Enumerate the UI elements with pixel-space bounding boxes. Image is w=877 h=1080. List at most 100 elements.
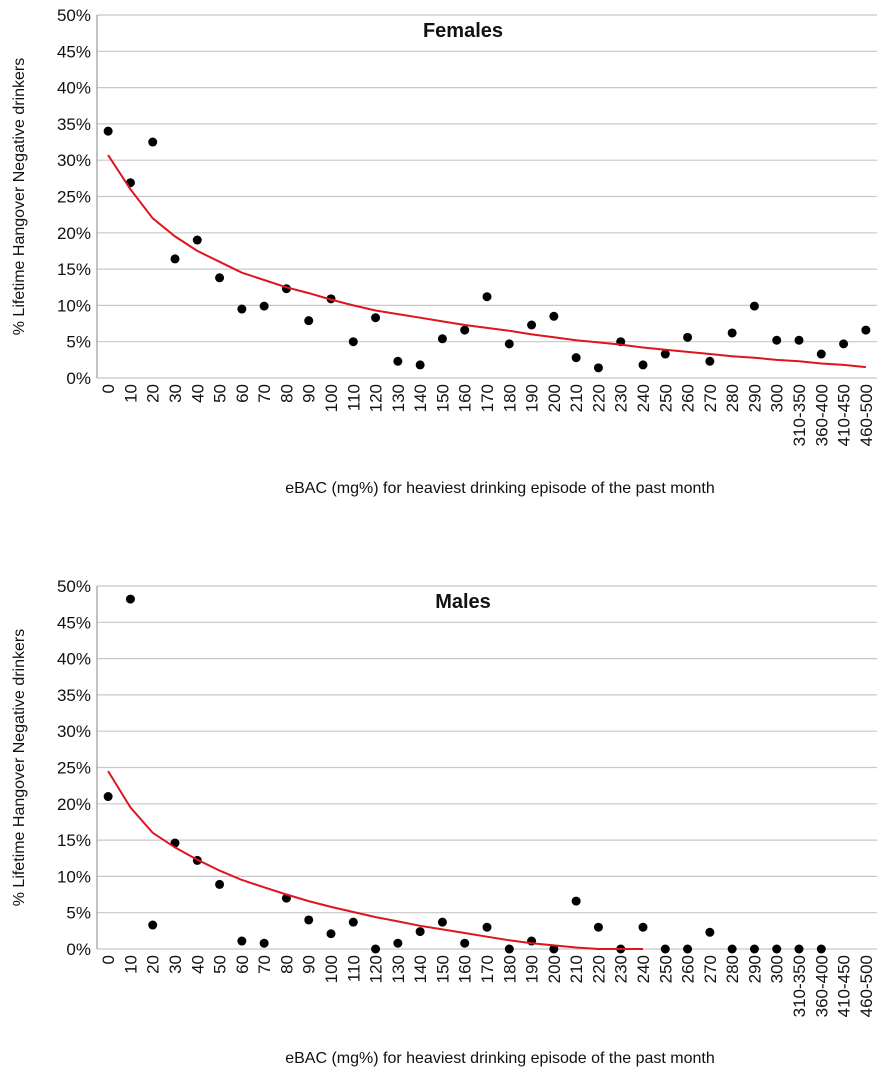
- x-tick-label: 290: [745, 384, 764, 412]
- x-tick-label: 150: [433, 955, 452, 983]
- x-tick-label: 230: [612, 384, 631, 412]
- data-point: [660, 349, 670, 359]
- data-point: [371, 944, 381, 954]
- x-tick-label: 290: [745, 955, 764, 983]
- x-tick-label: 310-350: [790, 955, 809, 1017]
- x-tick-label: 130: [389, 384, 408, 412]
- trend-line: [107, 770, 643, 950]
- y-tick-label: 10%: [57, 867, 91, 886]
- y-tick-label: 25%: [57, 759, 91, 778]
- y-tick-label: 25%: [57, 188, 91, 207]
- x-tick-label: 190: [523, 955, 542, 983]
- y-tick-label: 20%: [57, 224, 91, 243]
- x-tick-label: 120: [367, 955, 386, 983]
- x-tick-label: 70: [255, 384, 274, 403]
- data-point: [103, 126, 113, 136]
- y-tick-label: 45%: [57, 613, 91, 632]
- x-tick-label: 90: [300, 955, 319, 974]
- x-tick-label: 10: [121, 955, 140, 974]
- data-point: [839, 339, 849, 349]
- data-point: [504, 339, 514, 349]
- y-axis-title: % Lifetime Hangover Negative drinkers: [11, 629, 28, 906]
- y-tick-label: 40%: [57, 650, 91, 669]
- data-point: [348, 337, 358, 347]
- y-tick-label: 10%: [57, 296, 91, 315]
- x-tick-label: 460-500: [857, 955, 876, 1017]
- data-point: [215, 273, 225, 283]
- x-tick-label: 100: [322, 384, 341, 412]
- data-point: [371, 313, 381, 323]
- x-tick-label: 150: [433, 384, 452, 412]
- x-tick-label: 260: [679, 955, 698, 983]
- y-tick-label: 5%: [66, 333, 91, 352]
- x-tick-label: 100: [322, 955, 341, 983]
- data-point: [549, 944, 559, 954]
- y-tick-label: 35%: [57, 686, 91, 705]
- x-tick-label: 460-500: [857, 384, 876, 446]
- data-point: [683, 944, 693, 954]
- x-tick-label: 20: [144, 384, 163, 403]
- x-tick-label: 40: [188, 384, 207, 403]
- y-tick-label: 50%: [57, 6, 91, 25]
- data-point: [772, 335, 782, 345]
- data-point: [527, 320, 537, 330]
- y-tick-label: 30%: [57, 722, 91, 741]
- x-tick-label: 110: [344, 955, 363, 982]
- x-axis-title: eBAC (mg%) for heaviest drinking episode…: [285, 480, 715, 497]
- x-tick-label: 280: [723, 955, 742, 983]
- data-point: [393, 938, 403, 948]
- x-tick-label: 270: [701, 384, 720, 412]
- x-tick-label: 260: [679, 384, 698, 412]
- x-tick-label: 360-400: [812, 955, 831, 1017]
- data-point: [749, 944, 759, 954]
- data-point: [638, 360, 648, 370]
- data-point: [215, 879, 225, 889]
- data-point: [192, 235, 202, 245]
- x-tick-label: 280: [723, 384, 742, 412]
- y-tick-label: 35%: [57, 115, 91, 134]
- data-point: [571, 353, 581, 363]
- data-point: [304, 915, 314, 925]
- data-point: [571, 896, 581, 906]
- data-point: [638, 922, 648, 932]
- x-tick-label: 180: [500, 384, 519, 412]
- data-point: [794, 335, 804, 345]
- x-tick-label: 410-450: [835, 384, 854, 446]
- x-tick-label: 0: [99, 955, 118, 964]
- data-point: [393, 356, 403, 366]
- x-tick-label: 140: [411, 384, 430, 412]
- data-point: [348, 917, 358, 927]
- x-tick-label: 60: [233, 384, 252, 403]
- data-point: [237, 304, 247, 314]
- y-tick-label: 45%: [57, 42, 91, 61]
- x-tick-label: 190: [523, 384, 542, 412]
- y-tick-label: 40%: [57, 79, 91, 98]
- y-tick-label: 0%: [66, 940, 91, 959]
- x-tick-label: 60: [233, 955, 252, 974]
- data-point: [237, 936, 247, 946]
- x-tick-label: 250: [656, 955, 675, 983]
- chart-title: Males: [435, 591, 491, 613]
- data-point: [549, 311, 559, 321]
- x-tick-label: 410-450: [835, 955, 854, 1017]
- data-point: [304, 316, 314, 326]
- x-tick-label: 140: [411, 955, 430, 983]
- x-tick-label: 170: [478, 384, 497, 412]
- y-tick-label: 20%: [57, 795, 91, 814]
- x-tick-label: 270: [701, 955, 720, 983]
- x-tick-label: 70: [255, 955, 274, 974]
- x-tick-label: 360-400: [812, 384, 831, 446]
- x-tick-label: 210: [567, 955, 586, 983]
- data-point: [705, 927, 715, 937]
- x-tick-label: 30: [166, 384, 185, 403]
- y-tick-label: 50%: [57, 577, 91, 596]
- data-point: [437, 917, 447, 927]
- data-point: [259, 938, 269, 948]
- data-point: [593, 922, 603, 932]
- x-tick-label: 20: [144, 955, 163, 974]
- data-point: [727, 944, 737, 954]
- x-tick-label: 50: [211, 955, 230, 974]
- y-tick-label: 15%: [57, 831, 91, 850]
- data-point: [103, 792, 113, 802]
